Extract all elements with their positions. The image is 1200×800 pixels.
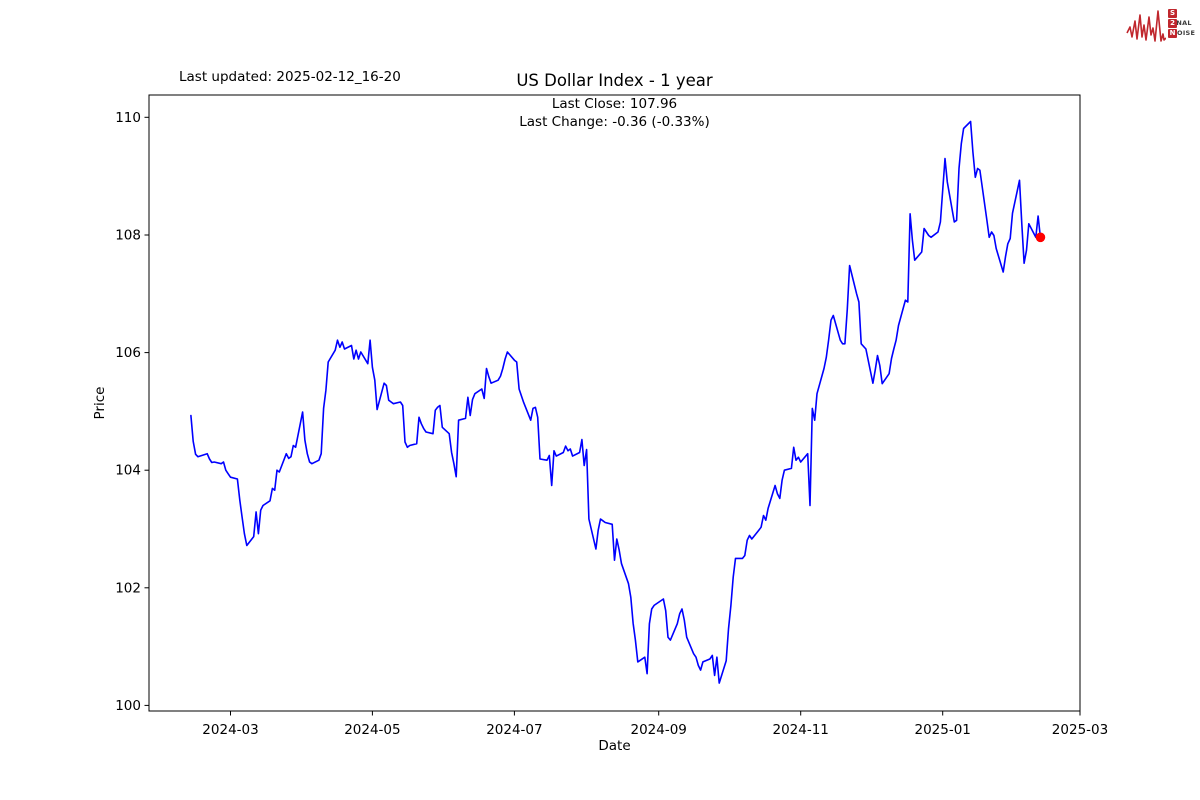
x-tick-label: 2024-03 [202,722,258,738]
x-tick-label: 2025-03 [1052,722,1108,738]
axes-frame [148,94,1081,712]
logo-letter-n: N [1168,29,1177,38]
signal2noise-logo: SIGNAL 2 N OISE [1126,6,1198,46]
last-change-annotation: Last Change: -0.36 (-0.33%) [519,114,710,130]
x-tick-label: 2024-11 [772,722,828,738]
waveform-icon [1126,10,1166,42]
logo-letter-2: 2 [1168,19,1177,28]
x-tick-label: 2024-07 [486,722,542,738]
y-tick-label: 100 [115,698,141,714]
y-tick-label: 102 [115,580,141,596]
x-tick-label: 2025-01 [914,722,970,738]
y-axis-label: Price [92,386,108,420]
logo-text-ignal: IGNAL [1168,19,1192,27]
x-tick-label: 2024-05 [344,722,400,738]
x-axis-label: Date [598,738,631,754]
last-close-marker [1035,232,1046,243]
y-tick-label: 104 [115,463,141,479]
logo-letter-s: S [1168,9,1177,18]
price-line [190,120,1042,684]
y-tick-label: 108 [115,228,141,244]
last-updated-text: Last updated: 2025-02-12_16-20 [179,69,401,85]
chart-title: US Dollar Index - 1 year [516,71,713,90]
y-tick-label: 110 [115,110,141,126]
logo-text-oise: OISE [1177,29,1196,37]
logo-row-noise: N OISE [1168,29,1195,39]
y-tick-label: 106 [115,345,141,361]
logo-row-2: 2 [1168,19,1177,29]
last-close-annotation: Last Close: 107.96 [551,96,678,112]
x-tick-label: 2024-09 [630,722,686,738]
logo-row-signal: SIGNAL [1168,9,1198,27]
